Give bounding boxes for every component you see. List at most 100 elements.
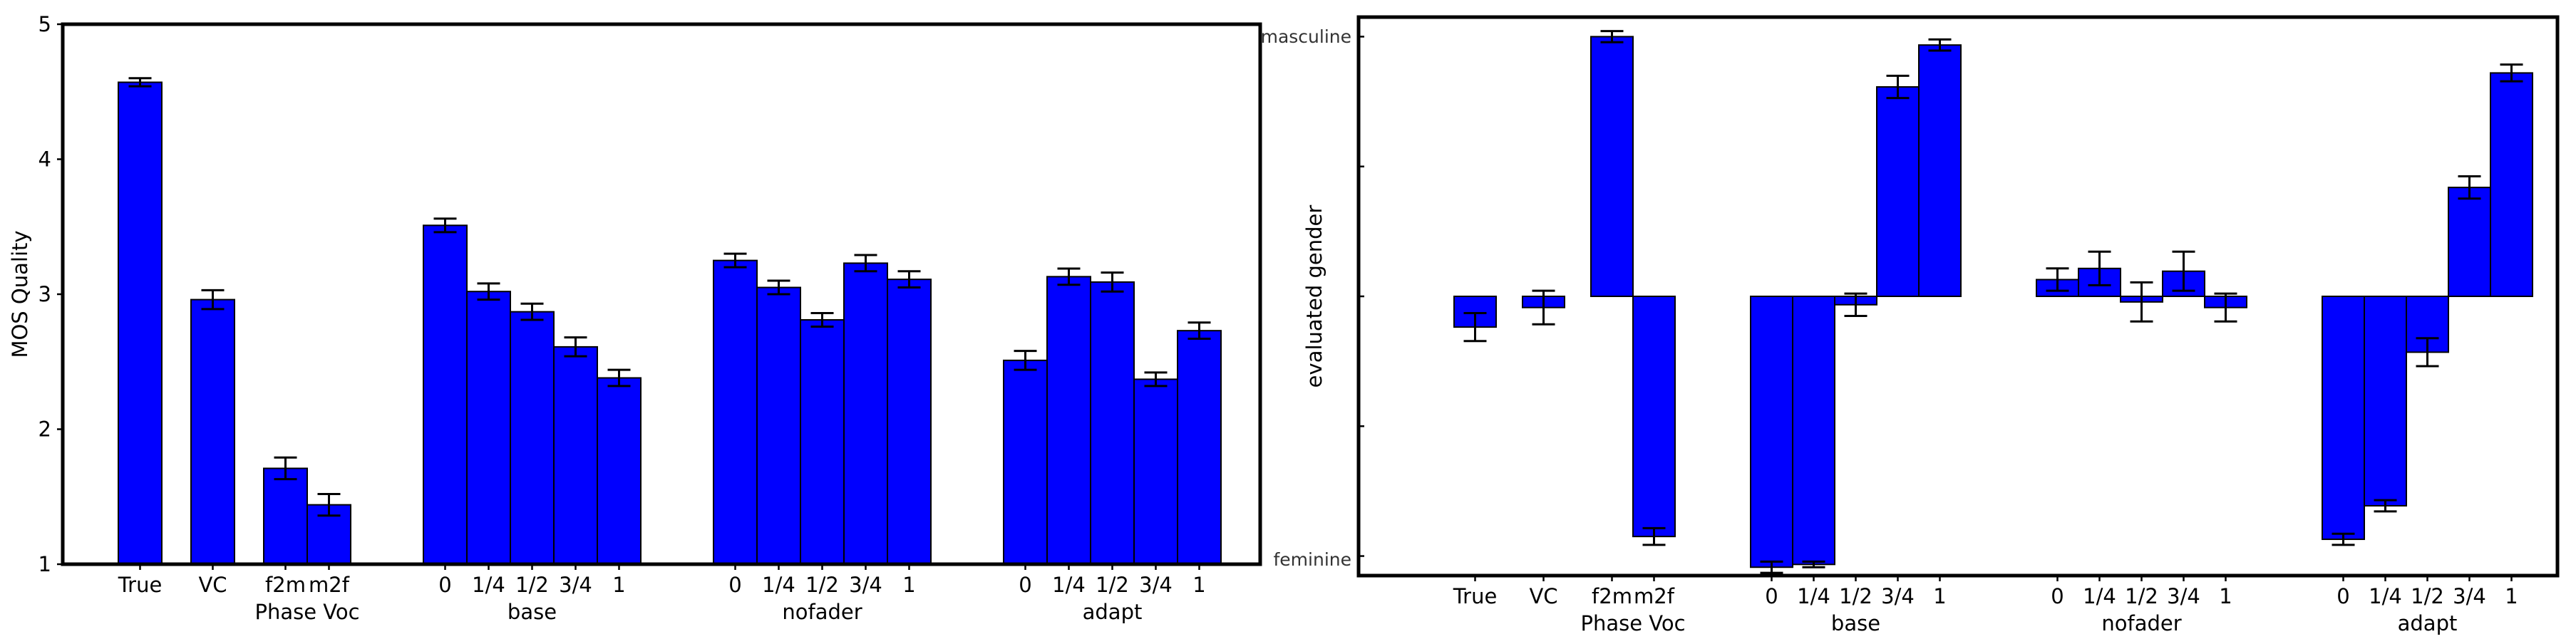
- y-tick-label: 4: [38, 147, 51, 172]
- x-tick-label: 3/4: [1139, 573, 1173, 597]
- x-tick-label: f2m: [265, 573, 306, 597]
- bar-true-True: [1453, 296, 1497, 328]
- x-tick-label: True: [1453, 584, 1498, 608]
- bar-phase-voc-m2f: [1632, 296, 1676, 538]
- group-label: nofader: [2101, 611, 2181, 635]
- error-bar: [128, 77, 152, 88]
- x-tick-label: 3/4: [1881, 584, 1915, 608]
- group-label: Phase Voc: [1580, 611, 1685, 635]
- y-axis-label: evaluated gender: [1302, 205, 1326, 388]
- bar-adapt-0: [2322, 296, 2365, 541]
- group-label: Phase Voc: [254, 600, 359, 624]
- x-tick-label: 1/2: [1839, 584, 1872, 608]
- bar-base-1: [1918, 44, 1962, 297]
- x-tick-label: 3/4: [2453, 584, 2486, 608]
- error-bar: [201, 289, 225, 311]
- error-bar: [1928, 38, 1952, 52]
- feminine-label: feminine: [1274, 549, 1352, 570]
- x-tick-label: 1: [612, 573, 625, 597]
- x-tick-label: 1/2: [2411, 584, 2444, 608]
- x-tick-label: 0: [2051, 584, 2064, 608]
- masculine-label: masculine: [1261, 26, 1351, 47]
- error-bar: [810, 312, 834, 328]
- x-tick-label: 1: [902, 573, 915, 597]
- error-bar: [854, 254, 877, 273]
- error-bar: [1600, 30, 1624, 43]
- error-bar: [274, 456, 297, 481]
- bar-base-3-4: [1876, 86, 1920, 297]
- x-tick-label: 1/4: [762, 573, 795, 597]
- error-bar: [433, 217, 457, 234]
- x-tick-label: VC: [1529, 584, 1557, 608]
- bar-adapt-1-4: [1046, 276, 1091, 565]
- bar-phase-voc-f2m: [1590, 36, 1634, 297]
- mos-quality-chart: True VC f2m m2f 0 1/4 1/2 3/4 1 0 1/4 1/2 3/4 1 0 1/4 1/…: [8, 12, 1262, 624]
- x-tick-label: 0: [2337, 584, 2349, 608]
- error-bar: [317, 492, 341, 517]
- bar-adapt-1: [2490, 72, 2533, 298]
- bar-nofader-1-2: [800, 319, 845, 565]
- group-label: base: [1831, 611, 1880, 635]
- bar-base-1-4: [1792, 296, 1835, 566]
- error-bar: [2374, 499, 2397, 513]
- x-tick-label: 0: [728, 573, 741, 597]
- y-tick-label: 2: [38, 417, 51, 442]
- y-axis-label: MOS Quality: [8, 230, 32, 358]
- group-label: base: [508, 600, 557, 624]
- plot-frame: [1356, 15, 2560, 578]
- error-bar: [1802, 560, 1825, 568]
- error-bar: [723, 252, 747, 269]
- error-bar: [1844, 292, 1867, 317]
- bar-phase-voc-f2m: [263, 467, 308, 566]
- error-bar: [767, 279, 790, 296]
- error-bar: [564, 336, 587, 358]
- error-bar: [1760, 560, 1783, 574]
- x-tick-label: m2f: [309, 573, 350, 597]
- x-tick-label: 1/2: [805, 573, 839, 597]
- group-label: adapt: [1083, 600, 1143, 624]
- x-tick-label: 1: [1933, 584, 1946, 608]
- error-bar: [1057, 267, 1081, 286]
- x-tick-label: 1/2: [515, 573, 549, 597]
- x-tick-label: 1: [2505, 584, 2518, 608]
- y-tick-label: 1: [38, 552, 51, 576]
- bar-adapt-1: [1177, 330, 1222, 565]
- x-tick-label: 3/4: [559, 573, 592, 597]
- bar-true-True: [118, 81, 163, 566]
- bar-nofader-1: [887, 279, 932, 565]
- bar-base-0: [1750, 296, 1793, 568]
- error-bar: [1886, 74, 1910, 100]
- x-tick-label: 1: [1192, 573, 1205, 597]
- y-tick-label: 3: [38, 282, 51, 306]
- bar-adapt-3-4: [2448, 187, 2491, 297]
- error-bar: [1187, 321, 1211, 341]
- x-tick-label: 1/4: [1052, 573, 1086, 597]
- bar-nofader-0: [713, 259, 758, 565]
- group-label: adapt: [2398, 611, 2458, 635]
- bar-vc-VC: [190, 298, 235, 565]
- error-bar: [1014, 350, 1037, 371]
- bar-adapt-0: [1003, 359, 1048, 565]
- x-tick-label: True: [118, 573, 163, 597]
- plot-frame: [61, 22, 1262, 566]
- x-tick-label: 0: [438, 573, 451, 597]
- x-tick-label: 1/2: [2125, 584, 2158, 608]
- error-bar: [607, 368, 631, 388]
- error-bar: [520, 302, 544, 321]
- bar-base-1-2: [510, 311, 555, 565]
- error-bar: [2214, 292, 2237, 323]
- bar-base-0: [423, 224, 468, 565]
- x-tick-label: 0: [1765, 584, 1778, 608]
- bar-nofader-1-4: [756, 286, 801, 565]
- bar-adapt-1-2: [1090, 281, 1135, 565]
- error-bar: [2500, 63, 2523, 83]
- evaluated-gender-chart: True VC f2m m2f 0 1/4 1/2 3/4 1 0 1/4 1/2 3/4 1 0 1/4 1/…: [1261, 15, 2560, 635]
- x-tick-label: 3/4: [849, 573, 882, 597]
- x-tick-label: 1/4: [472, 573, 505, 597]
- error-bar: [2172, 250, 2195, 292]
- bar-adapt-1-4: [2364, 296, 2407, 506]
- bar-base-1-4: [466, 291, 511, 565]
- error-bar: [2416, 337, 2439, 368]
- group-label: nofader: [782, 600, 862, 624]
